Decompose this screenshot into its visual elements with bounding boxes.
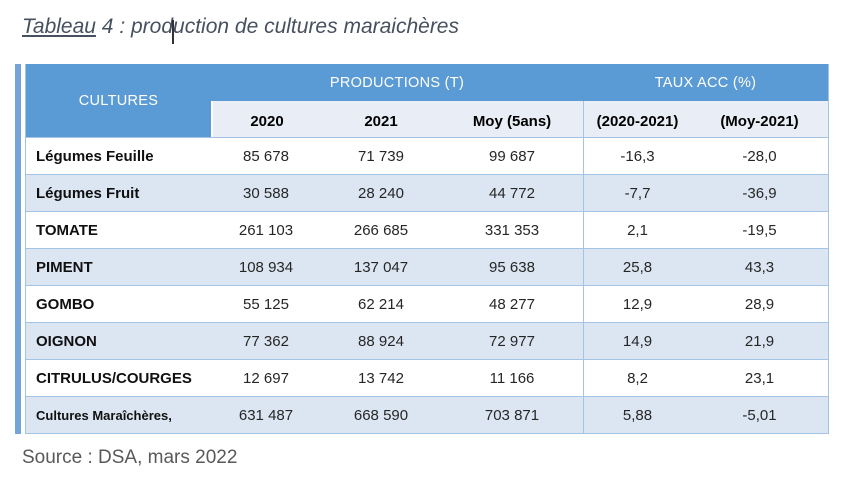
table-cell: 77 362 bbox=[211, 322, 321, 359]
caption-rest: 4 : production de cultures maraichères bbox=[95, 15, 459, 38]
table-cell: 71 739 bbox=[321, 137, 441, 174]
table-cell: 266 685 bbox=[321, 211, 441, 248]
caption-word-tableau: Tableau bbox=[22, 15, 96, 38]
table-cell: 12 697 bbox=[211, 359, 321, 396]
table-cell: 261 103 bbox=[211, 211, 321, 248]
table-cell: 23,1 bbox=[691, 359, 828, 396]
header-productions: PRODUCTIONS (T) bbox=[211, 64, 583, 101]
header-cultures: CULTURES bbox=[26, 64, 211, 137]
subheader-moy-2021: (Moy-2021) bbox=[691, 101, 828, 137]
table-cell: -28,0 bbox=[691, 137, 828, 174]
table-cell: 21,9 bbox=[691, 322, 828, 359]
table-cell: 30 588 bbox=[211, 174, 321, 211]
row-label: GOMBO bbox=[26, 285, 211, 322]
table-cell: 2,1 bbox=[583, 211, 691, 248]
row-label: CITRULUS/COURGES bbox=[26, 359, 211, 396]
table-cell: 55 125 bbox=[211, 285, 321, 322]
table-cell: 95 638 bbox=[441, 248, 583, 285]
table-cell: 25,8 bbox=[583, 248, 691, 285]
table-cell: -7,7 bbox=[583, 174, 691, 211]
table-cell: 88 924 bbox=[321, 322, 441, 359]
table-cell: 11 166 bbox=[441, 359, 583, 396]
table-cell: 85 678 bbox=[211, 137, 321, 174]
row-label: OIGNON bbox=[26, 322, 211, 359]
table-cell: -19,5 bbox=[691, 211, 828, 248]
subheader-2020-2021: (2020-2021) bbox=[583, 101, 691, 137]
table-cell: 14,9 bbox=[583, 322, 691, 359]
row-label-total: Cultures Maraîchères, bbox=[26, 396, 211, 433]
text-cursor bbox=[172, 20, 174, 44]
table-cell: 72 977 bbox=[441, 322, 583, 359]
table-cell: -16,3 bbox=[583, 137, 691, 174]
table-cell: 631 487 bbox=[211, 396, 321, 433]
table-cell: 12,9 bbox=[583, 285, 691, 322]
table-cell: 28 240 bbox=[321, 174, 441, 211]
table-cell: -5,01 bbox=[691, 396, 828, 433]
header-taux: TAUX ACC (%) bbox=[583, 64, 828, 101]
table-cell: 108 934 bbox=[211, 248, 321, 285]
subheader-2020: 2020 bbox=[211, 101, 321, 137]
table-cell: 62 214 bbox=[321, 285, 441, 322]
table-cell: 13 742 bbox=[321, 359, 441, 396]
table-cell: -36,9 bbox=[691, 174, 828, 211]
table-caption: Tableau 4 : production de cultures marai… bbox=[22, 15, 459, 39]
subheader-moy-5ans: Moy (5ans) bbox=[441, 101, 583, 137]
row-label: Légumes Feuille bbox=[26, 137, 211, 174]
table-cell: 48 277 bbox=[441, 285, 583, 322]
table-cell: 331 353 bbox=[441, 211, 583, 248]
table-cell: 43,3 bbox=[691, 248, 828, 285]
table-cell: 28,9 bbox=[691, 285, 828, 322]
row-label: Légumes Fruit bbox=[26, 174, 211, 211]
source-note: Source : DSA, mars 2022 bbox=[22, 447, 238, 468]
table-cell: 137 047 bbox=[321, 248, 441, 285]
table-cell: 8,2 bbox=[583, 359, 691, 396]
row-label: PIMENT bbox=[26, 248, 211, 285]
production-table: CULTURES PRODUCTIONS (T) TAUX ACC (%) 20… bbox=[25, 64, 829, 434]
table-cell: 44 772 bbox=[441, 174, 583, 211]
table-cell: 668 590 bbox=[321, 396, 441, 433]
table-left-border bbox=[15, 64, 21, 434]
table-cell: 703 871 bbox=[441, 396, 583, 433]
row-label: TOMATE bbox=[26, 211, 211, 248]
table-cell: 5,88 bbox=[583, 396, 691, 433]
table-cell: 99 687 bbox=[441, 137, 583, 174]
subheader-2021: 2021 bbox=[321, 101, 441, 137]
